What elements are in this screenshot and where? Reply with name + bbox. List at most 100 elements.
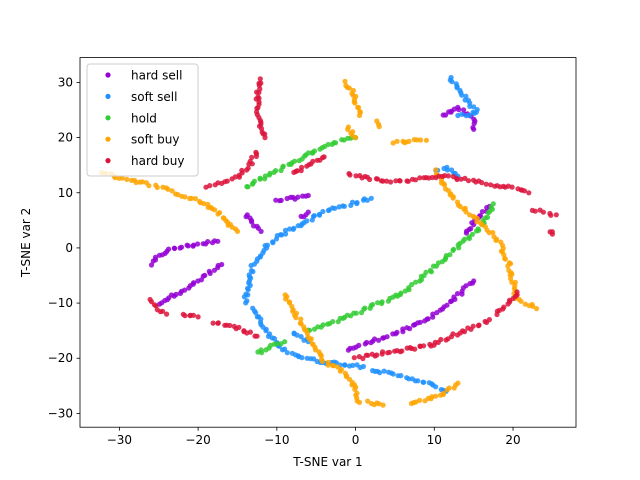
data-point	[421, 379, 427, 385]
data-point	[418, 137, 424, 143]
data-point	[417, 175, 423, 181]
data-point	[390, 140, 396, 146]
data-point	[457, 203, 463, 210]
data-point	[244, 167, 250, 173]
data-point	[412, 346, 418, 352]
data-point	[423, 269, 429, 275]
data-point	[244, 298, 250, 304]
data-point	[249, 219, 255, 225]
data-point	[433, 384, 439, 390]
legend-marker	[105, 93, 111, 99]
data-point	[210, 320, 216, 326]
data-point	[393, 178, 399, 184]
data-point	[253, 310, 259, 316]
data-point	[192, 196, 199, 202]
data-point	[459, 92, 465, 98]
data-point	[488, 182, 494, 188]
data-point	[479, 180, 485, 186]
data-point	[299, 355, 305, 361]
x-tick-label: 20	[505, 433, 520, 447]
data-point	[356, 112, 363, 119]
data-point	[274, 341, 280, 347]
data-point	[316, 211, 323, 217]
data-point	[450, 331, 456, 337]
data-point	[463, 113, 469, 119]
data-point	[470, 323, 476, 329]
y-tick-label: 0	[65, 241, 73, 255]
data-point	[415, 378, 421, 384]
data-point	[374, 352, 380, 358]
data-point	[375, 300, 381, 306]
data-point	[390, 371, 396, 377]
data-point	[294, 332, 300, 338]
data-point	[455, 380, 461, 386]
legend-marker	[105, 115, 111, 121]
series-hard-sell	[148, 104, 492, 353]
data-point	[243, 291, 249, 297]
data-point	[454, 176, 460, 183]
data-point	[471, 104, 477, 110]
data-point	[337, 368, 343, 374]
data-point	[165, 186, 171, 192]
data-point	[160, 308, 166, 314]
data-point	[320, 322, 326, 328]
data-point	[341, 203, 347, 209]
data-point	[267, 170, 273, 176]
data-point	[342, 78, 348, 84]
data-point	[321, 154, 327, 160]
data-point	[377, 370, 383, 376]
data-point	[212, 182, 218, 188]
series-hard-buy	[147, 76, 559, 362]
data-point	[455, 112, 461, 119]
data-point	[530, 303, 536, 309]
data-point	[202, 272, 208, 278]
data-point	[425, 316, 431, 322]
data-point	[227, 322, 233, 329]
data-point	[398, 290, 404, 296]
data-points	[99, 74, 559, 408]
data-point	[212, 207, 218, 213]
data-point	[465, 178, 472, 184]
data-point	[463, 283, 469, 289]
data-point	[146, 183, 152, 189]
data-point	[379, 299, 385, 305]
data-point	[311, 213, 317, 219]
data-point	[360, 355, 366, 362]
legend-marker	[105, 72, 111, 78]
legend-label: hold	[131, 111, 157, 125]
data-point	[398, 373, 404, 379]
data-point	[178, 244, 185, 250]
data-point	[413, 177, 419, 183]
data-point	[236, 324, 242, 330]
data-point	[330, 363, 336, 369]
data-point	[243, 214, 249, 220]
data-point	[206, 268, 212, 274]
data-point	[376, 124, 382, 130]
data-point	[486, 317, 492, 323]
data-point	[190, 312, 196, 318]
data-point	[493, 237, 499, 243]
data-point	[372, 336, 378, 342]
data-point	[540, 209, 547, 215]
data-point	[490, 201, 496, 207]
x-tick-label: −10	[264, 433, 289, 447]
x-tick-label: −20	[185, 433, 210, 447]
data-point	[451, 246, 457, 252]
data-point	[351, 355, 357, 361]
data-point	[353, 173, 359, 179]
data-point	[173, 291, 179, 297]
data-point	[469, 231, 475, 237]
y-tick-label: 20	[58, 131, 73, 145]
data-point	[291, 225, 297, 231]
data-point	[397, 178, 403, 184]
data-point	[421, 343, 427, 349]
y-tick-label: −10	[48, 296, 73, 310]
data-point	[258, 228, 264, 234]
legend-label: hard sell	[131, 69, 182, 83]
data-point	[440, 390, 447, 396]
data-point	[471, 278, 477, 284]
data-point	[292, 158, 298, 164]
data-point	[364, 197, 370, 203]
data-point	[347, 172, 353, 178]
